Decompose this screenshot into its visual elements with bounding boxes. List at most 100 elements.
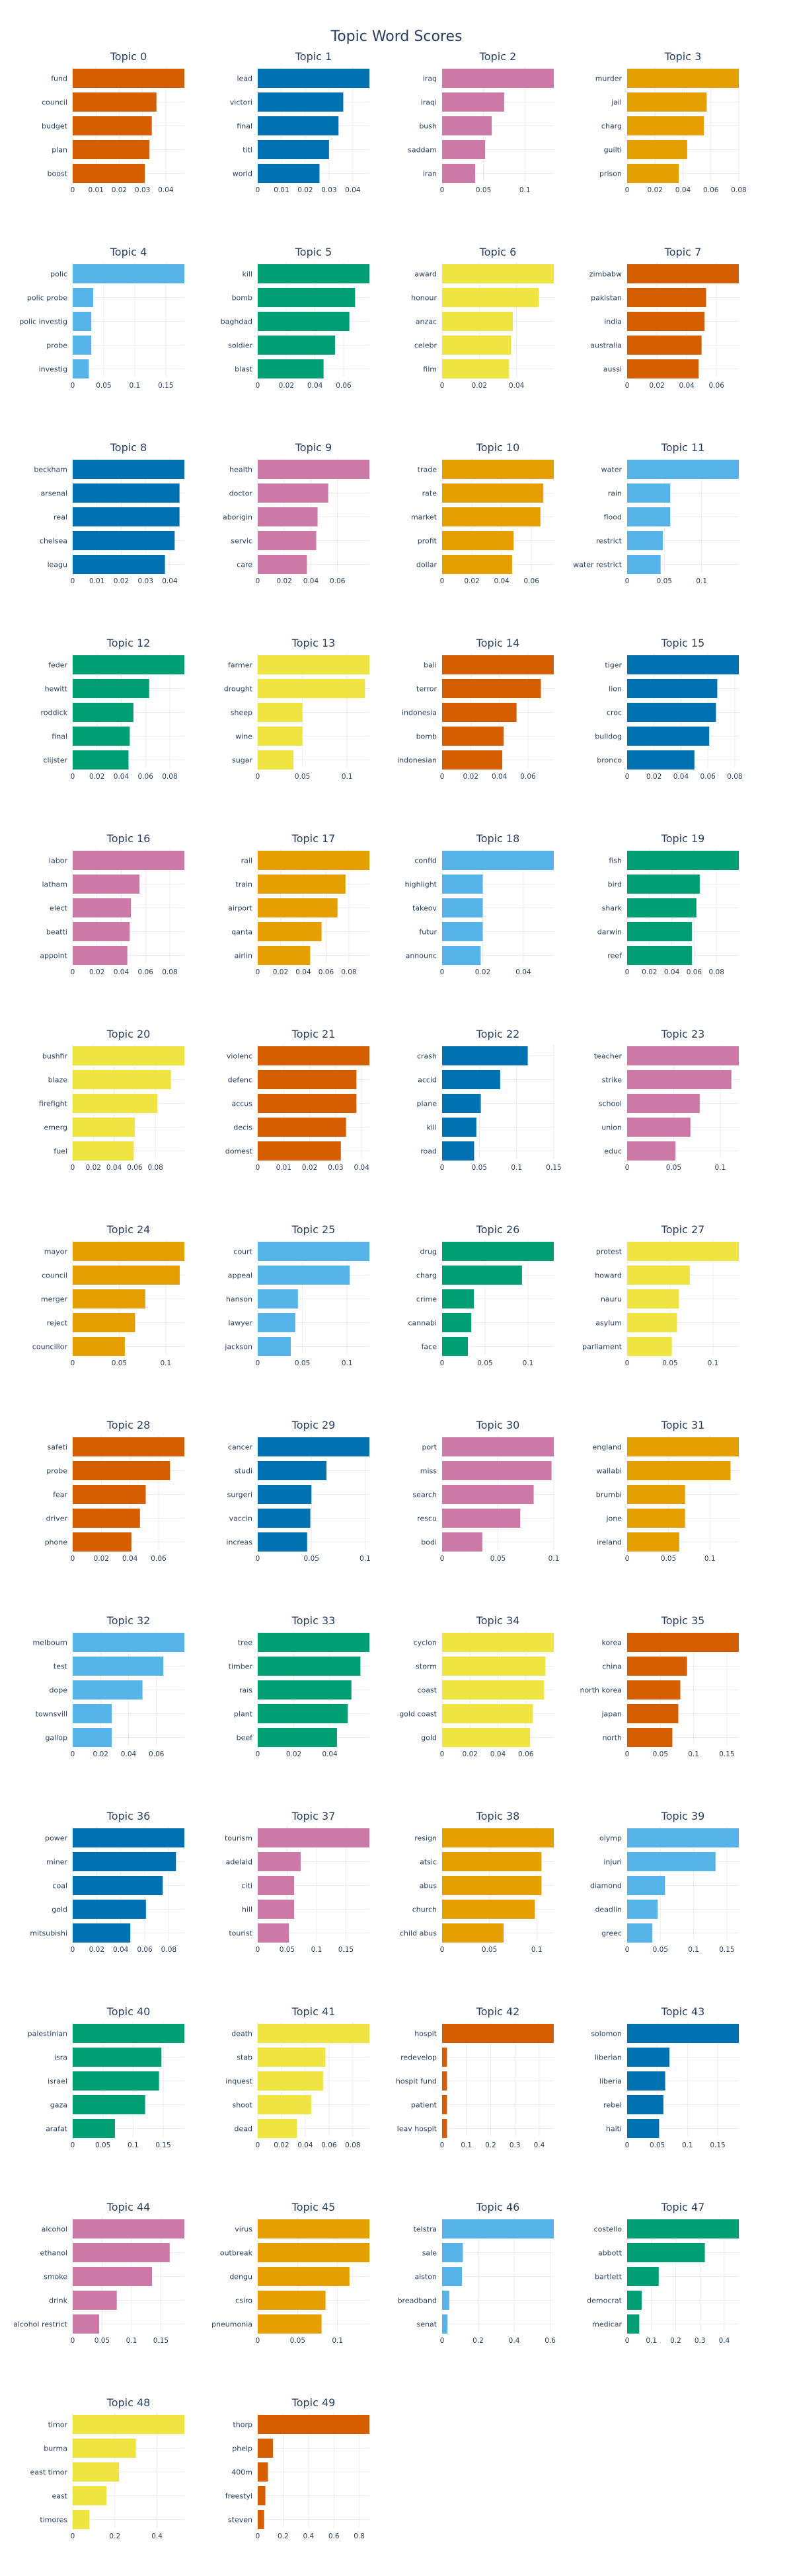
- word-score-bar: [627, 1680, 681, 1699]
- word-score-bar: [73, 1852, 176, 1871]
- word-label: bulldog: [595, 733, 622, 741]
- x-tick-label: 0.02: [89, 1946, 104, 1954]
- word-label: liberia: [599, 2077, 622, 2086]
- word-score-bar: [627, 1657, 687, 1676]
- word-label: bartlett: [595, 2273, 623, 2281]
- word-label: redevelop: [400, 2054, 437, 2062]
- x-tick-label: 0.8: [354, 2532, 365, 2540]
- topic-panel: Topic 30 0 0.05 0.1 port miss search rescu bodi: [412, 1419, 559, 1563]
- word-label: film: [423, 365, 437, 374]
- word-label: increas: [226, 1538, 252, 1547]
- x-tick-label: 0.1: [688, 1946, 699, 1954]
- word-score-bar: [73, 750, 129, 769]
- word-label: driver: [46, 1515, 68, 1523]
- word-label: accid: [418, 1076, 437, 1085]
- word-score-bar: [442, 336, 511, 355]
- x-tick-label: 0.04: [675, 186, 691, 194]
- word-label: dengu: [229, 2273, 252, 2281]
- word-score-bar: [258, 1141, 341, 1161]
- word-score-bar: [258, 703, 303, 722]
- word-label: domest: [225, 1147, 253, 1156]
- word-score-bar: [442, 655, 554, 674]
- x-tick-label: 0.15: [546, 1164, 561, 1172]
- x-tick-label: 0.06: [138, 773, 154, 781]
- x-tick-label: 0: [71, 186, 75, 194]
- word-label: appoint: [40, 952, 67, 960]
- x-tick-label: 0.15: [338, 1946, 354, 1954]
- topic-title: Topic 15: [661, 637, 705, 649]
- word-score-bar: [627, 1337, 672, 1356]
- word-score-bar: [442, 1532, 482, 1552]
- x-tick-label: 0.1: [332, 2337, 343, 2345]
- word-score-bar: [627, 1852, 716, 1871]
- word-score-bar: [258, 1633, 369, 1652]
- word-label: 400m: [231, 2468, 252, 2477]
- word-score-bar: [258, 1532, 307, 1552]
- word-label: bush: [419, 122, 437, 131]
- x-tick-label: 0: [256, 1750, 260, 1758]
- word-score-bar: [73, 922, 130, 941]
- x-tick-label: 0.1: [461, 2141, 472, 2149]
- x-tick-label: 0: [256, 1946, 260, 1954]
- topic-panel: Topic 14 0 0.02 0.04 0.06 bali terror indonesia…: [397, 637, 554, 781]
- word-score-bar: [258, 1923, 289, 1943]
- word-score-bar: [442, 2267, 462, 2286]
- word-label: solomon: [591, 2030, 622, 2038]
- topic-panels: Topic 0 0 0.01 0.02 0.03 0.04 fund council budge…: [13, 50, 747, 2540]
- topic-panel: Topic 8 0 0.01 0.02 0.03 0.04 beckham arsenal re…: [34, 441, 184, 585]
- topic-title: Topic 45: [291, 2201, 336, 2213]
- word-score-bar: [627, 1728, 673, 1747]
- word-label: charg: [416, 1271, 437, 1280]
- word-label: thorp: [233, 2421, 252, 2429]
- x-tick-label: 0.04: [322, 1750, 338, 1758]
- x-tick-label: 0.03: [328, 1164, 343, 1172]
- word-label: probe: [46, 341, 67, 350]
- word-label: alcohol: [42, 2225, 67, 2234]
- word-label: honour: [411, 294, 437, 303]
- word-score-bar: [73, 2095, 145, 2114]
- word-label: train: [235, 880, 252, 889]
- x-tick-label: 0.08: [162, 773, 177, 781]
- x-tick-label: 0: [625, 1946, 630, 1954]
- x-tick-label: 0: [625, 968, 630, 976]
- word-score-bar: [73, 2314, 100, 2334]
- word-score-bar: [627, 898, 697, 917]
- word-score-bar: [627, 264, 739, 283]
- topic-title: Topic 10: [476, 441, 520, 454]
- word-score-bar: [73, 1141, 134, 1161]
- topic-title: Topic 39: [661, 1810, 705, 1822]
- word-label: north korea: [580, 1686, 622, 1695]
- x-tick-label: 0.02: [89, 773, 104, 781]
- word-score-bar: [627, 703, 716, 722]
- x-tick-label: 0: [71, 2532, 75, 2540]
- word-label: darwin: [597, 928, 622, 937]
- word-label: tiger: [605, 661, 622, 670]
- word-label: democrat: [587, 2297, 623, 2305]
- topic-title: Topic 8: [110, 441, 147, 454]
- word-score-bar: [73, 1704, 112, 1723]
- word-score-bar: [627, 1046, 739, 1065]
- word-label: coal: [52, 1882, 67, 1890]
- x-tick-label: 0: [625, 382, 630, 390]
- word-label: qanta: [231, 928, 252, 937]
- word-label: mitsubishi: [30, 1929, 67, 1938]
- word-score-bar: [627, 359, 699, 378]
- word-label: latham: [42, 880, 67, 889]
- x-tick-label: 0.04: [509, 382, 525, 390]
- x-tick-label: 0.05: [95, 2141, 110, 2149]
- word-score-bar: [73, 2291, 117, 2310]
- x-tick-label: 0.04: [494, 577, 510, 585]
- word-label: lion: [609, 685, 622, 694]
- word-score-bar: [258, 1852, 301, 1871]
- x-tick-label: 0.08: [161, 1946, 176, 1954]
- word-label: futur: [419, 928, 437, 937]
- word-label: shark: [602, 904, 623, 913]
- x-tick-label: 0.05: [653, 1750, 668, 1758]
- word-label: phelp: [232, 2445, 252, 2453]
- x-tick-label: 0.04: [673, 773, 689, 781]
- word-label: iraqi: [421, 98, 437, 107]
- x-tick-label: 0: [440, 1359, 445, 1367]
- x-tick-label: 0.02: [464, 577, 479, 585]
- word-score-bar: [73, 1900, 146, 1919]
- word-score-bar: [627, 851, 739, 870]
